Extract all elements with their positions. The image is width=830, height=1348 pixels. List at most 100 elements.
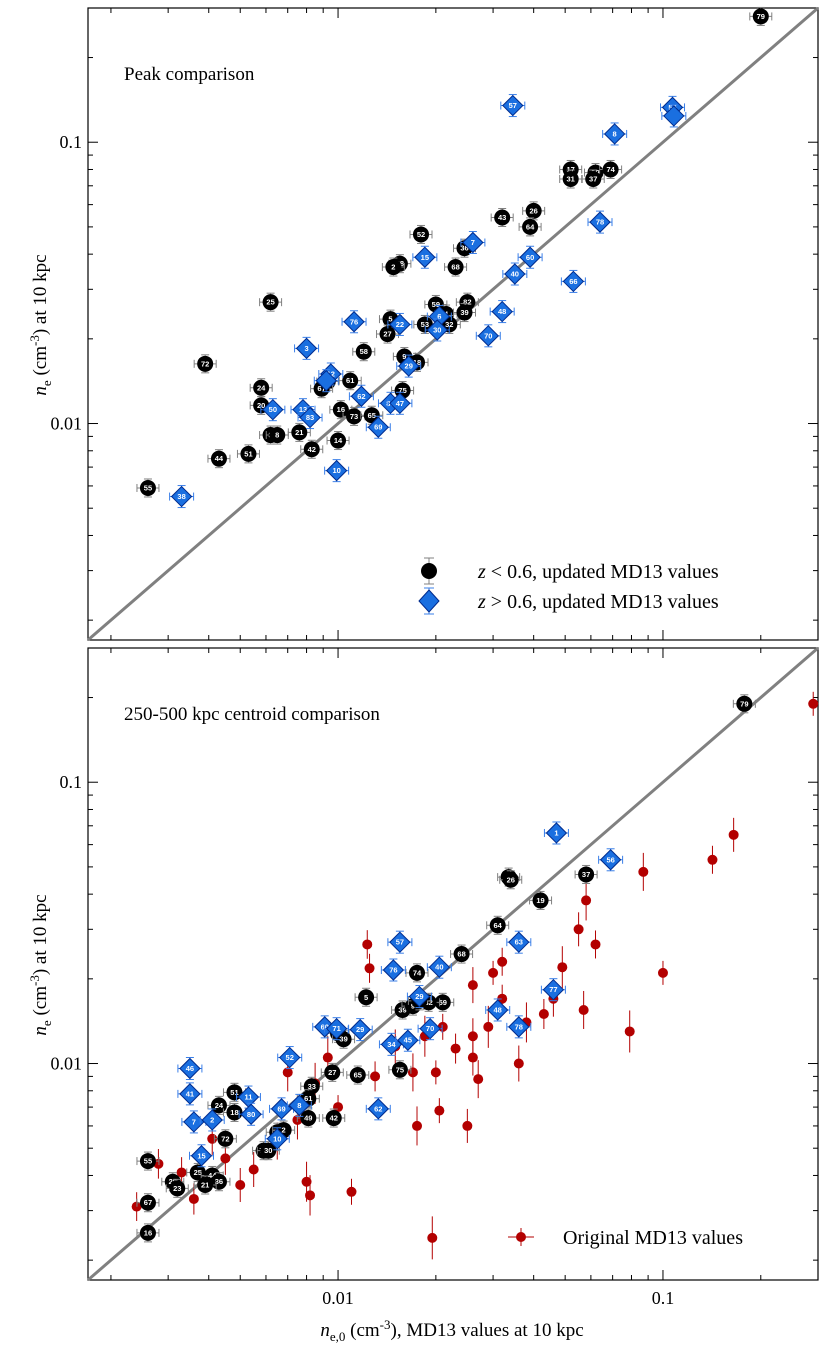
legend-marker-original — [516, 1232, 526, 1242]
original-point — [573, 912, 584, 947]
point-label: 29 — [405, 362, 413, 371]
point-label: 48 — [494, 1005, 502, 1014]
lowz-point: 73 — [342, 406, 366, 426]
lowz-point: 37 — [574, 864, 598, 884]
point-label: 32 — [424, 998, 432, 1007]
point-label: 5 — [388, 315, 392, 324]
highz-point: 30 — [424, 318, 450, 342]
original-point — [412, 1106, 423, 1146]
highz-marker — [179, 1083, 201, 1105]
point-label: 38 — [177, 492, 185, 501]
point-label: 50 — [269, 405, 277, 414]
original-point — [581, 880, 592, 921]
highz-point: 77 — [540, 978, 566, 1002]
point-label: 43 — [498, 213, 506, 222]
original-point — [513, 1045, 524, 1082]
point-label: 48 — [498, 307, 506, 316]
highz-marker — [325, 1017, 348, 1040]
plot-area-1: 0.010.1791719743137432664523628268255982… — [51, 6, 819, 642]
point-label: 75 — [398, 386, 406, 395]
point-label: 56 — [606, 855, 614, 864]
lowz-point: 79 — [749, 6, 773, 26]
highz-point: 78 — [506, 1015, 532, 1039]
lowz-point: 39 — [452, 303, 476, 323]
point-label: 13 — [299, 405, 307, 414]
plot-frame — [87, 7, 819, 641]
point-label: 57 — [396, 938, 404, 947]
point-label: 62 — [357, 392, 365, 401]
point-label: 32 — [445, 320, 453, 329]
original-marker — [364, 963, 375, 974]
original-point — [362, 930, 373, 959]
original-point — [427, 1216, 438, 1260]
lowz-marker — [139, 1194, 156, 1211]
lowz-point: 19 — [529, 890, 553, 910]
point-label: 25 — [266, 298, 274, 307]
lowz-point: 72 — [213, 1129, 237, 1149]
original-marker — [590, 939, 601, 950]
point-label: 11 — [244, 1093, 252, 1102]
highz-marker — [262, 398, 284, 421]
lowz-point: 14 — [326, 431, 350, 451]
highz-marker — [190, 1145, 213, 1167]
highz-point: 48 — [485, 998, 511, 1022]
point-label: 31 — [567, 175, 575, 184]
highz-marker — [562, 270, 585, 293]
original-point — [624, 1010, 635, 1053]
point-label: 70 — [484, 331, 492, 340]
point-label: 62 — [374, 1104, 382, 1113]
lowz-point: 72 — [193, 354, 217, 374]
highz-marker — [389, 313, 411, 336]
point-label: 24 — [257, 383, 266, 392]
point-label: 36 — [215, 1177, 223, 1186]
point-label: 77 — [549, 985, 557, 994]
highz-point: 10 — [264, 1127, 290, 1151]
original-point — [488, 960, 499, 985]
lowz-marker — [412, 226, 429, 243]
point-label: 59 — [439, 998, 447, 1007]
point-label: 10 — [273, 1134, 281, 1143]
original-marker — [657, 967, 668, 978]
highz-marker — [350, 385, 373, 407]
lowz-marker — [409, 964, 426, 981]
highz-point: 63 — [506, 930, 532, 954]
lowz-point: 49 — [296, 1108, 320, 1128]
peak-comparison-panel: Peak comparison — [124, 64, 255, 85]
x-axis-label: ne,0 (cm-3), MD13 values at 10 kpc — [320, 1317, 583, 1344]
highz-marker — [295, 337, 318, 360]
lowz-marker — [139, 1153, 156, 1170]
svg-text:z < 0.6, updated MD13 values: z < 0.6, updated MD13 values — [477, 561, 719, 583]
highz-marker — [491, 300, 513, 323]
panel-title: Peak comparison — [124, 64, 255, 85]
lowz-marker — [210, 450, 227, 467]
point-label: 25 — [194, 1168, 202, 1177]
point-label: 39 — [460, 308, 468, 317]
lowz-point: 79 — [732, 694, 756, 714]
lowz-point: 8 — [265, 425, 289, 445]
point-label: 71 — [332, 1024, 340, 1033]
highz-marker — [343, 311, 365, 333]
point-label: 55 — [144, 1157, 152, 1166]
y-tick-label: 0.01 — [51, 414, 83, 434]
highz-point — [661, 104, 687, 128]
lowz-marker — [262, 294, 279, 311]
point-label: 30 — [433, 326, 441, 335]
series-diamond: 1566357407629774878607129347045524641116… — [177, 821, 624, 1168]
highz-point: 62 — [348, 384, 374, 408]
highz-marker — [599, 849, 622, 871]
lowz-marker — [525, 202, 542, 219]
original-point — [497, 947, 508, 976]
original-marker — [707, 854, 718, 865]
original-marker — [538, 1008, 549, 1019]
original-marker — [437, 1021, 448, 1032]
point-label: 53 — [421, 320, 429, 329]
lowz-marker — [456, 304, 473, 321]
point-label: 76 — [350, 317, 358, 326]
lowz-point: 23 — [165, 1178, 189, 1198]
point-label: 17 — [567, 165, 575, 174]
centroid-comparison-panel: 250-500 kpc centroid comparison — [124, 704, 380, 725]
highz-marker — [502, 94, 524, 117]
lowz-marker — [355, 343, 372, 360]
lowz-point: 74 — [405, 963, 429, 983]
